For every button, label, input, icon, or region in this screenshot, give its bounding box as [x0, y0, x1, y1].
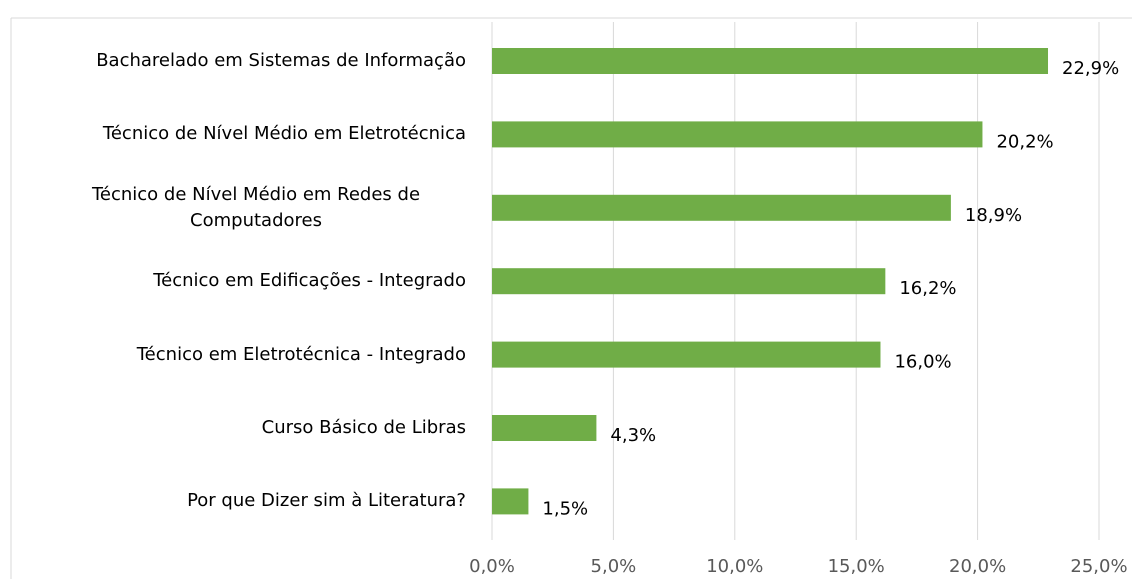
data-label: 18,9%: [965, 205, 1022, 226]
bar: [492, 341, 881, 368]
x-tick-label: 10,0%: [706, 556, 763, 577]
bar: [492, 268, 886, 295]
x-tick-label: 0,0%: [469, 556, 515, 577]
category-box: Técnico em Eletrotécnica - Integrado: [14, 325, 466, 385]
category-box: Técnico de Nível Médio em Redes de Compu…: [14, 178, 466, 238]
category-label: Técnico em Edificações - Integrado: [153, 270, 466, 292]
x-tick-label: 5,0%: [591, 556, 637, 577]
data-label: 22,9%: [1062, 58, 1119, 79]
category-box: Técnico em Edificações - Integrado: [14, 251, 466, 311]
data-label: 16,0%: [894, 352, 951, 373]
data-label: 20,2%: [996, 131, 1053, 152]
bar: [492, 488, 529, 515]
bar: [492, 48, 1049, 74]
data-label: 4,3%: [610, 425, 656, 446]
category-box: Técnico de Nível Médio em Eletrotécnica: [14, 104, 466, 164]
bar: [492, 194, 951, 221]
category-label: Curso Básico de Libras: [261, 417, 466, 438]
data-label: 1,5%: [542, 498, 588, 519]
category-label: Técnico em Eletrotécnica - Integrado: [136, 343, 466, 365]
x-tick-label: 20,0%: [949, 556, 1006, 577]
category-label: Técnico de Nível Médio em Redes de Compu…: [91, 183, 421, 231]
x-tick-label: 25,0%: [1070, 556, 1127, 577]
bar: [492, 415, 597, 441]
bar: [492, 121, 983, 148]
category-label: Bacharelado em Sistemas de Informação: [96, 50, 466, 71]
category-box: Por que Dizer sim à Literatura?: [14, 471, 466, 531]
category-box: Curso Básico de Libras: [14, 398, 466, 458]
x-tick-label: 15,0%: [828, 556, 885, 577]
data-label: 16,2%: [899, 278, 956, 299]
category-label: Técnico de Nível Médio em Eletrotécnica: [102, 123, 466, 145]
category-label: Por que Dizer sim à Literatura?: [187, 490, 466, 512]
category-box: Bacharelado em Sistemas de Informação: [14, 31, 466, 91]
